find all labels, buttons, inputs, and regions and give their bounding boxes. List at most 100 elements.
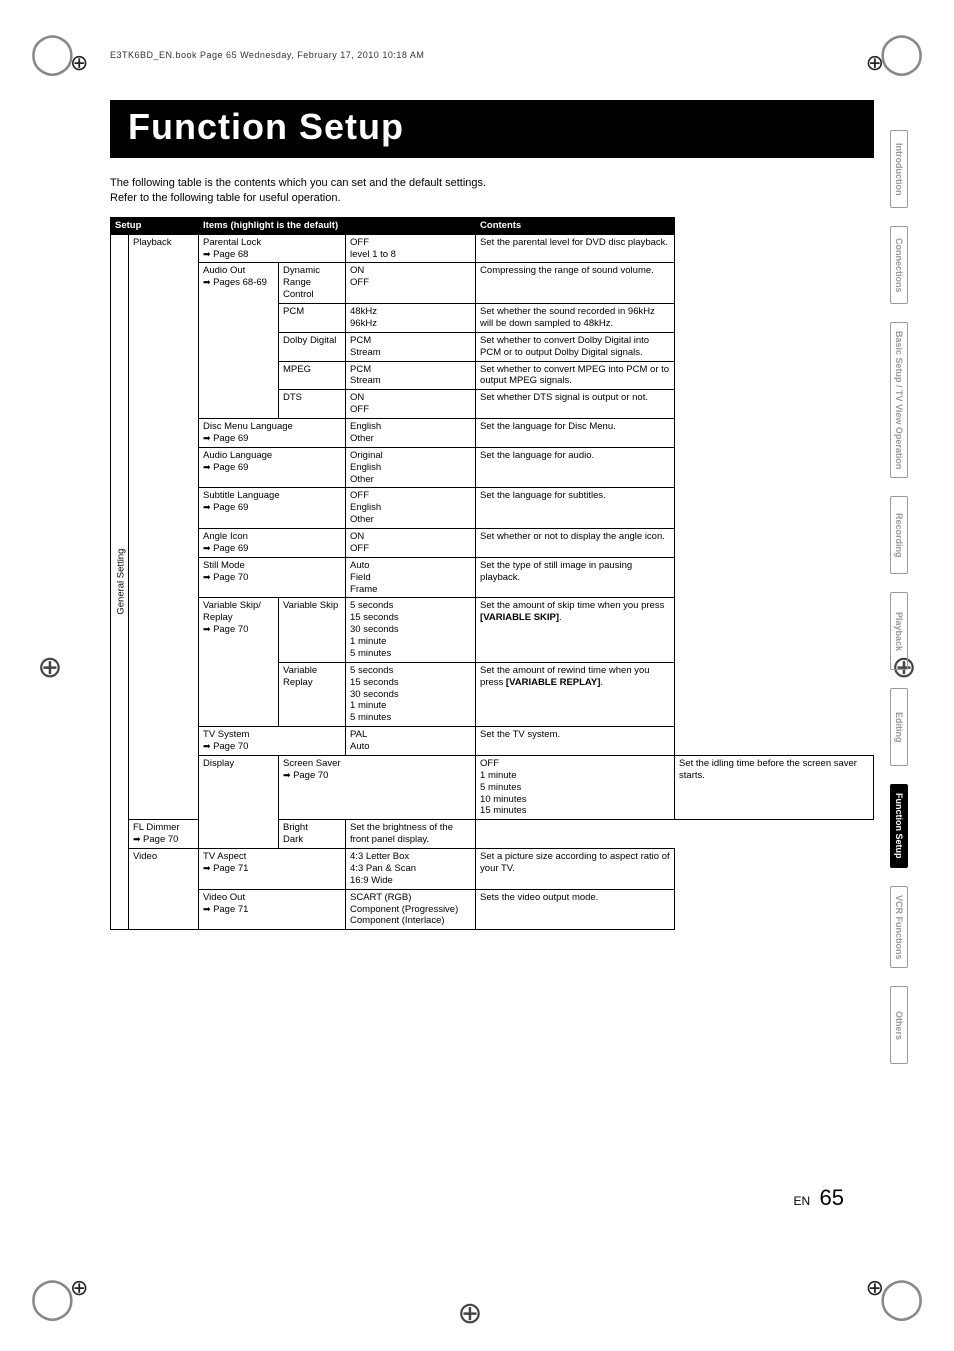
options-cell: 48kHz 96kHz	[346, 304, 476, 333]
side-tab-function-setup: Function Setup	[890, 784, 908, 868]
options-cell: Auto Field Frame	[346, 557, 476, 598]
subitem-cell: PCM	[279, 304, 346, 333]
intro-line: Refer to the following table for useful …	[110, 192, 341, 204]
side-tab-introduction: Introduction	[890, 130, 908, 208]
item-cell: Audio Out Pages 68-69	[199, 263, 279, 419]
page-ref: Page 70	[203, 624, 274, 636]
item-cell: Video Out Page 71	[199, 889, 346, 930]
page-ref: Page 69	[203, 543, 341, 555]
crop-mark-icon: ◯	[30, 30, 75, 76]
page-ref: Page 71	[203, 904, 341, 916]
page-ref: Page 68	[203, 249, 341, 261]
th-items: Items (highlight is the default)	[199, 217, 476, 234]
desc-cell: Set the amount of skip time when you pre…	[476, 598, 675, 662]
options-cell: OFF English Other	[346, 488, 476, 529]
options-cell: OFF level 1 to 8	[346, 234, 476, 263]
page-title: Function Setup	[110, 100, 874, 158]
item-name: Variable Skip/ Replay	[203, 600, 261, 623]
document-meta-header: E3TK6BD_EN.book Page 65 Wednesday, Febru…	[110, 50, 874, 60]
desc-cell: Set the language for Disc Menu.	[476, 419, 675, 448]
options-cell: OFF 1 minute 5 minutes 10 minutes 15 min…	[476, 755, 675, 819]
th-contents: Contents	[476, 217, 675, 234]
desc-cell: Set the brightness of the front panel di…	[346, 820, 476, 849]
desc-cell: Set the type of still image in pausing p…	[476, 557, 675, 598]
section-playback: Playback	[129, 234, 199, 820]
item-name: FL Dimmer	[133, 822, 180, 833]
item-cell: Parental Lock Page 68	[199, 234, 346, 263]
item-cell: Audio Language Page 69	[199, 447, 346, 488]
desc-cell: Set whether the sound recorded in 96kHz …	[476, 304, 675, 333]
options-cell: SCART (RGB) Component (Progressive) Comp…	[346, 889, 476, 930]
item-name: Screen Saver	[283, 758, 341, 769]
desc-cell: Sets the video output mode.	[476, 889, 675, 930]
item-cell: Disc Menu Language Page 69	[199, 419, 346, 448]
side-tab-others: Others	[890, 986, 908, 1064]
subitem-cell: Variable Replay	[279, 662, 346, 726]
item-cell: Variable Skip/ Replay Page 70	[199, 598, 279, 727]
desc-cell: Set whether to convert Dolby Digital int…	[476, 332, 675, 361]
item-name: Disc Menu Language	[203, 421, 293, 432]
options-cell: PAL Auto	[346, 727, 476, 756]
desc-cell: Set the parental level for DVD disc play…	[476, 234, 675, 263]
item-cell: Angle Icon Page 69	[199, 529, 346, 558]
item-name: Subtitle Language	[203, 490, 280, 501]
item-name: Still Mode	[203, 560, 245, 571]
setup-table: Setup Items (highlight is the default) C…	[110, 217, 874, 931]
options-cell: 5 seconds 15 seconds 30 seconds 1 minute…	[346, 598, 476, 662]
options-cell: ON OFF	[346, 390, 476, 419]
item-cell: FL Dimmer Page 70	[129, 820, 279, 849]
desc-cell: Set whether DTS signal is output or not.	[476, 390, 675, 419]
desc-cell: Set the language for audio.	[476, 447, 675, 488]
reg-arrow-icon: ⊕	[70, 50, 88, 76]
subitem-cell: MPEG	[279, 361, 346, 390]
reg-arrow-icon: ⊕	[866, 50, 884, 76]
side-tab-vcr-functions: VCR Functions	[890, 886, 908, 969]
item-cell: Still Mode Page 70	[199, 557, 346, 598]
crop-mark-icon: ◯	[30, 1275, 75, 1321]
crop-mark-icon: ◯	[879, 1275, 924, 1321]
desc-cell: Compressing the range of sound volume.	[476, 263, 675, 304]
desc-cell: Set whether or not to display the angle …	[476, 529, 675, 558]
page-ref: Page 70	[203, 741, 341, 753]
item-cell: TV Aspect Page 71	[199, 849, 346, 890]
desc-cell: Set the amount of rewind time when you p…	[476, 662, 675, 726]
item-name: Angle Icon	[203, 531, 248, 542]
options-cell: ON OFF	[346, 529, 476, 558]
side-tab-basic-setup: Basic Setup / TV View Operation	[890, 322, 908, 478]
options-cell: 5 seconds 15 seconds 30 seconds 1 minute…	[346, 662, 476, 726]
intro-text: The following table is the contents whic…	[110, 176, 874, 207]
side-tab-connections: Connections	[890, 226, 908, 304]
item-cell: Screen Saver Page 70	[279, 755, 476, 819]
item-name: TV System	[203, 729, 249, 740]
side-tabs: Introduction Connections Basic Setup / T…	[890, 130, 908, 1064]
page-lang: EN	[794, 1194, 811, 1208]
desc-cell: Set a picture size according to aspect r…	[476, 849, 675, 890]
setup-group-cell: General Setting	[111, 234, 129, 930]
item-name: Audio Language	[203, 450, 272, 461]
page-ref: Page 70	[283, 770, 471, 782]
subitem-cell: Dynamic Range Control	[279, 263, 346, 304]
page-ref: Page 70	[203, 572, 341, 584]
desc-cell: Set whether to convert MPEG into PCM or …	[476, 361, 675, 390]
desc-cell: Set the language for subtitles.	[476, 488, 675, 529]
section-video: Video	[129, 849, 199, 930]
reg-arrow-icon: ⊕	[866, 1275, 884, 1301]
side-tab-recording: Recording	[890, 496, 908, 574]
subitem-cell: Variable Skip	[279, 598, 346, 662]
item-cell: Subtitle Language Page 69	[199, 488, 346, 529]
desc-cell: Set the TV system.	[476, 727, 675, 756]
page-number: EN 65	[794, 1185, 845, 1211]
item-name: Audio Out	[203, 265, 245, 276]
reg-arrow-icon: ⊕	[70, 1275, 88, 1301]
th-setup: Setup	[111, 217, 199, 234]
crop-mark-icon: ◯	[879, 30, 924, 76]
page-ref: Page 70	[133, 834, 274, 846]
reg-mark-icon: ⊕	[20, 650, 80, 685]
subitem-cell: DTS	[279, 390, 346, 419]
intro-line: The following table is the contents whic…	[110, 177, 486, 189]
reg-mark-icon: ⊕	[440, 1296, 500, 1331]
side-tab-playback: Playback	[890, 592, 908, 670]
options-cell: Bright Dark	[279, 820, 346, 849]
options-cell: 4:3 Letter Box 4:3 Pan & Scan 16:9 Wide	[346, 849, 476, 890]
page-ref: Page 71	[203, 863, 341, 875]
